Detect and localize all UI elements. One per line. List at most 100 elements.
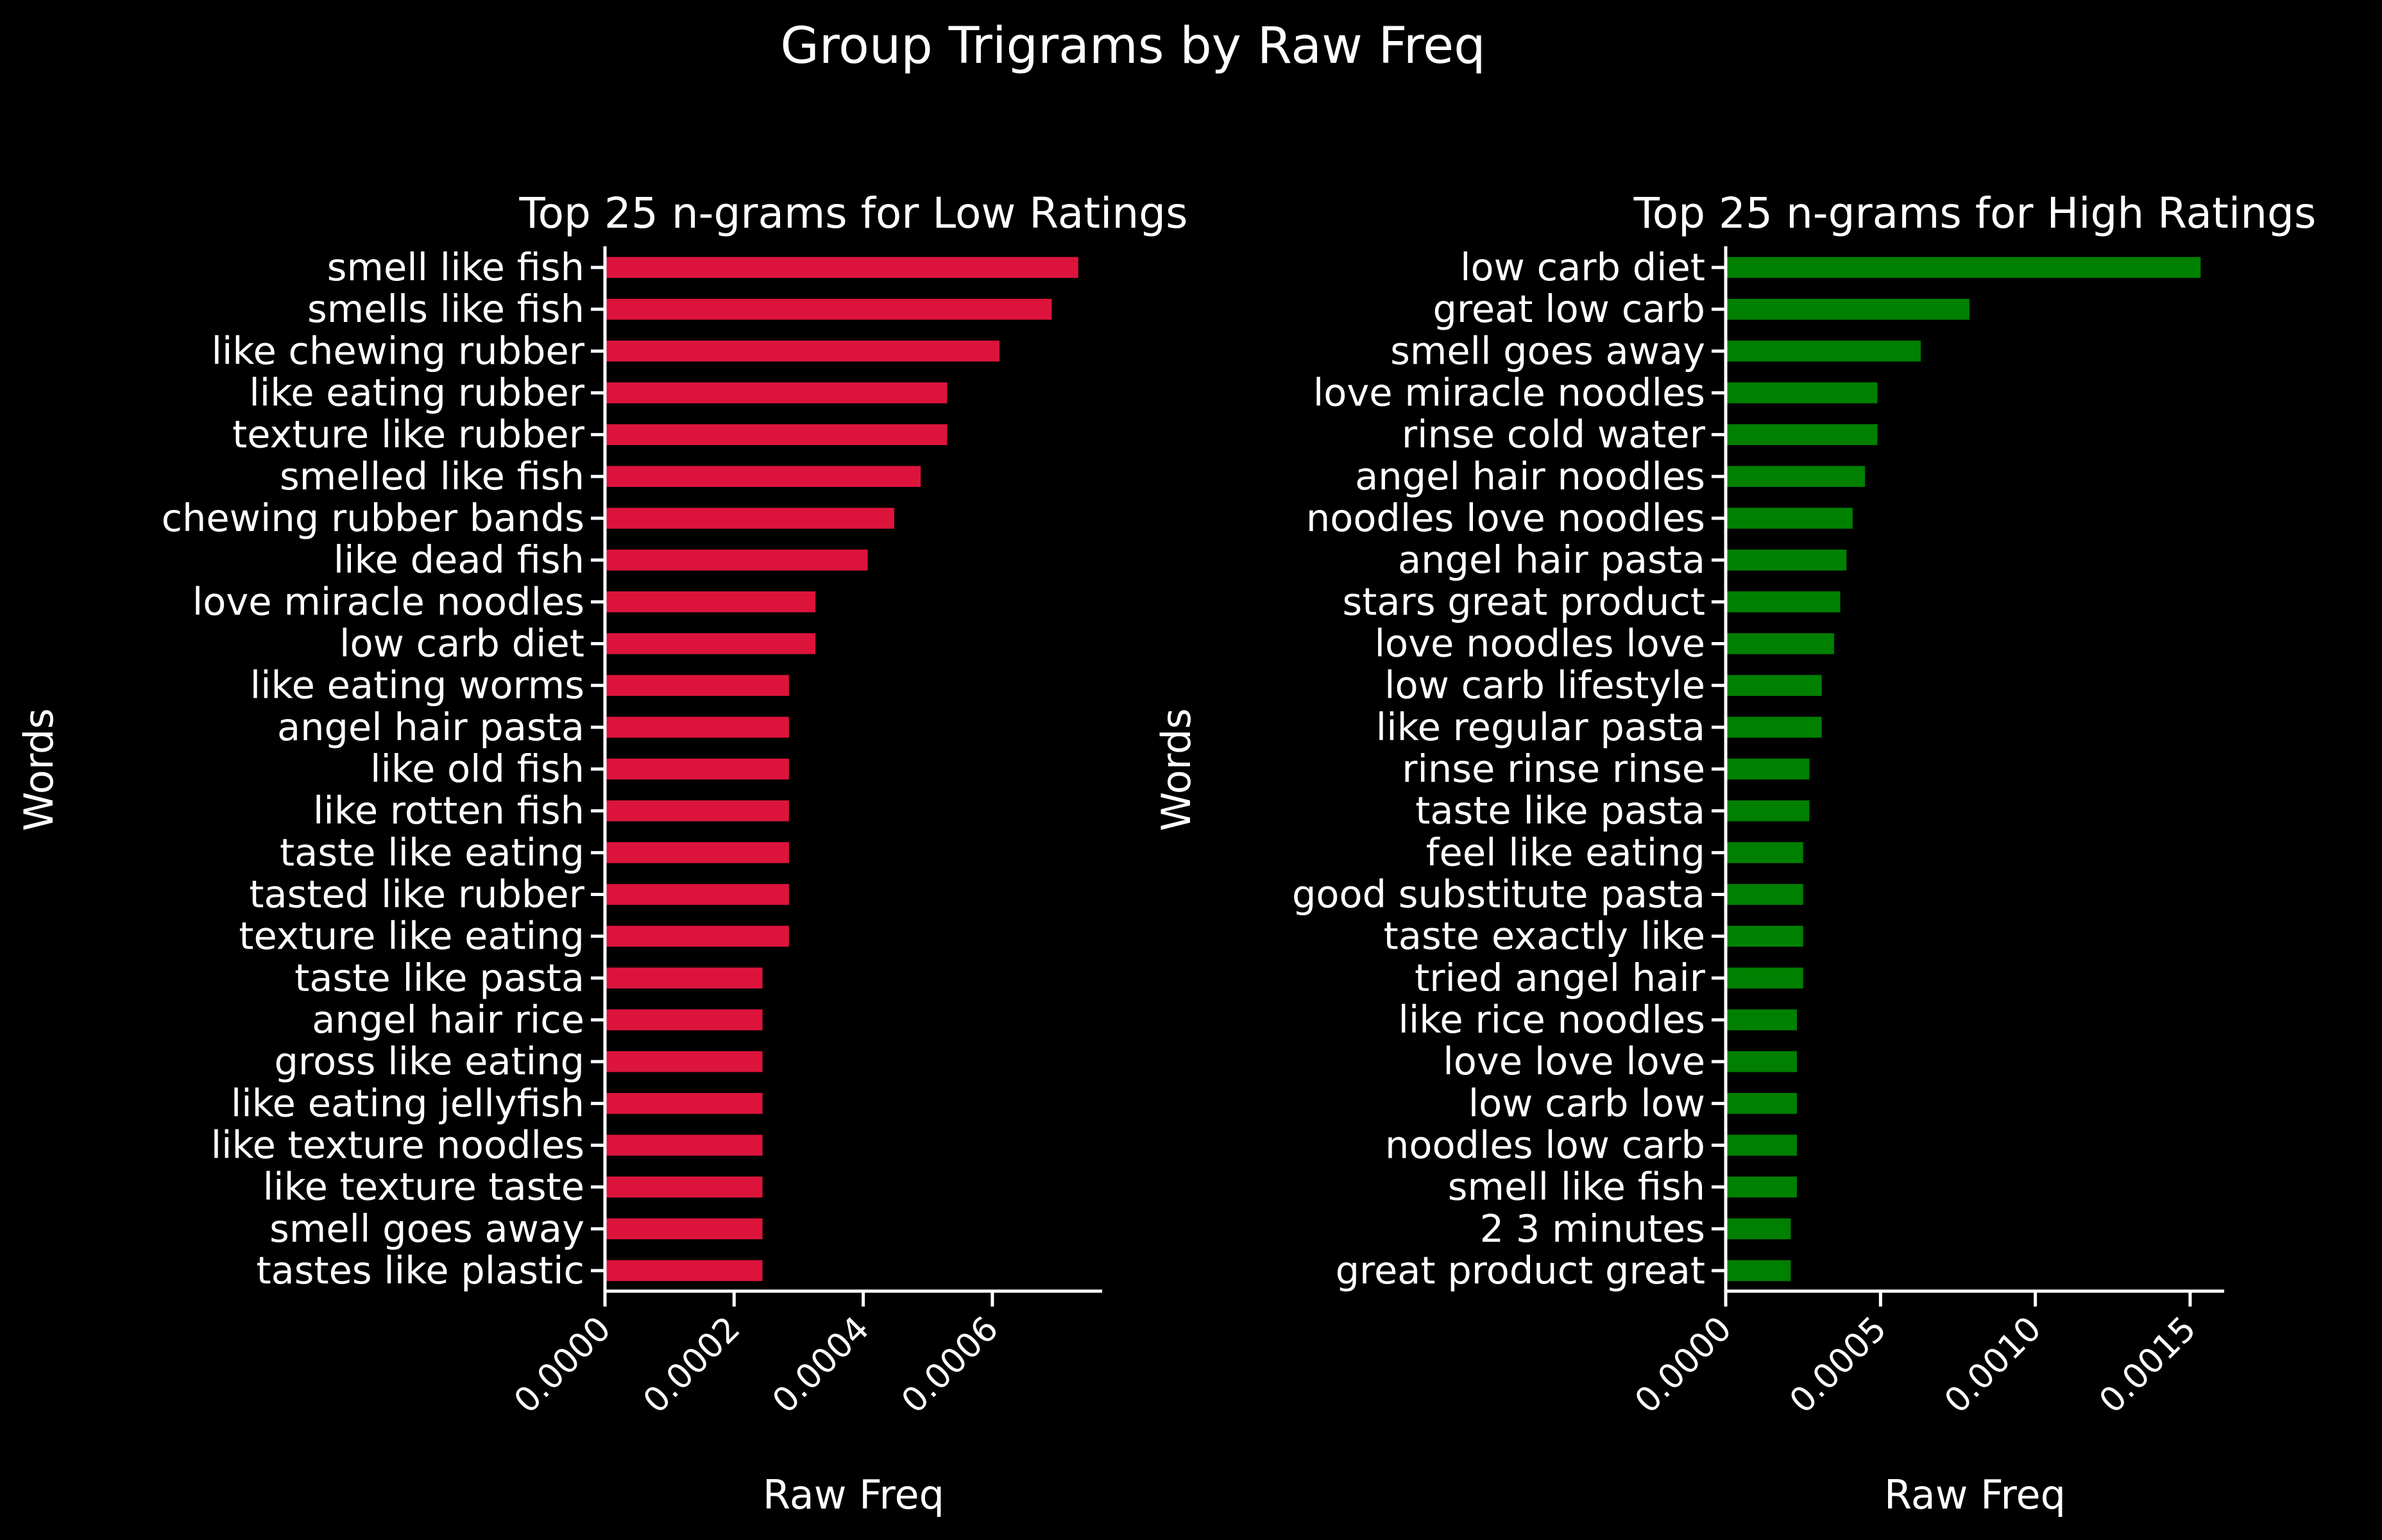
category-label-low: taste like eating (280, 830, 584, 874)
bar-high (1726, 591, 1841, 613)
category-label-high: like regular pasta (1376, 705, 1705, 749)
bar-high (1726, 466, 1866, 487)
category-label-low: gross like eating (275, 1039, 584, 1083)
bar-low (605, 884, 789, 905)
bar-low (605, 633, 816, 654)
category-label-high: noodles love noodles (1306, 496, 1705, 540)
category-label-low: love miracle noodles (192, 579, 584, 623)
bar-high (1726, 1051, 1797, 1072)
category-label-low: like rotten fish (313, 788, 584, 833)
bar-high (1726, 1093, 1797, 1114)
category-label-low: like chewing rubber (212, 328, 585, 373)
category-label-low: like eating worms (250, 663, 584, 707)
bar-low (605, 842, 789, 863)
bar-low (605, 1009, 763, 1031)
category-label-high: low carb diet (1460, 245, 1705, 289)
category-label-high: great low carb (1433, 287, 1705, 331)
bar-high (1726, 800, 1810, 822)
category-label-low: texture like rubber (232, 412, 585, 457)
bar-low (605, 1176, 763, 1197)
bar-high (1726, 507, 1853, 529)
category-label-high: low carb low (1468, 1081, 1705, 1125)
category-label-low: like texture noodles (211, 1123, 584, 1167)
bar-high (1726, 633, 1834, 654)
bar-high (1726, 716, 1822, 738)
category-label-low: like old fish (370, 747, 584, 791)
category-label-high: smell like fish (1448, 1165, 1705, 1209)
bar-low (605, 1093, 763, 1114)
bar-high (1726, 257, 2201, 278)
category-label-high: 2 3 minutes (1480, 1206, 1705, 1251)
category-label-low: chewing rubber bands (162, 496, 584, 540)
category-label-high: good substitute pasta (1292, 872, 1705, 917)
category-label-high: love love love (1443, 1039, 1705, 1083)
category-label-high: angel hair pasta (1398, 537, 1705, 582)
category-label-high: great product great (1336, 1248, 1705, 1292)
bar-low (605, 382, 948, 403)
panels: Top 25 n-grams for Low Ratings smell like… (15, 189, 2316, 1518)
category-label-high: tried angel hair (1415, 956, 1706, 1000)
category-label-high: angel hair noodles (1355, 454, 1705, 498)
bar-low (605, 507, 894, 529)
y-axis-label-low: Words (15, 708, 62, 831)
bar-high (1726, 549, 1847, 571)
category-label-high: taste like pasta (1415, 788, 1705, 833)
bar-low (605, 675, 789, 696)
bar-high (1726, 424, 1878, 445)
bar-low (605, 1135, 763, 1156)
bar-low (605, 1051, 763, 1072)
bar-low (605, 257, 1078, 278)
y-axis-label-high: Words (1153, 708, 1200, 831)
bar-high (1726, 758, 1810, 780)
bar-low (605, 341, 1000, 362)
category-label-low: smelled like fish (280, 454, 584, 498)
bar-high (1726, 298, 1969, 320)
category-label-high: love noodles love (1375, 622, 1705, 666)
category-label-low: smells like fish (307, 287, 584, 331)
category-label-high: taste exactly like (1384, 914, 1705, 958)
category-label-low: tastes like plastic (256, 1248, 584, 1292)
bar-high (1726, 341, 1921, 362)
category-label-high: rinse rinse rinse (1402, 747, 1705, 791)
category-label-high: feel like eating (1426, 830, 1705, 874)
category-label-high: like rice noodles (1398, 997, 1705, 1042)
bar-low (605, 424, 948, 445)
category-label-high: smell goes away (1390, 328, 1705, 373)
axes-title-high: Top 25 n-grams for High Ratings (1633, 189, 2317, 238)
bar-low (605, 298, 1052, 320)
category-label-low: tasted like rubber (249, 872, 584, 917)
bar-low (605, 466, 921, 487)
category-label-low: texture like eating (239, 914, 584, 958)
category-label-high: low carb lifestyle (1384, 663, 1705, 707)
bar-low (605, 926, 789, 947)
category-label-low: angel hair pasta (277, 705, 584, 749)
bar-low (605, 1260, 763, 1282)
x-axis-label-high: Raw Freq (1884, 1471, 2066, 1518)
bar-high (1726, 1176, 1797, 1197)
figure-suptitle: Group Trigrams by Raw Freq (780, 17, 1485, 75)
bar-low (605, 591, 816, 613)
category-label-low: like texture taste (263, 1165, 584, 1209)
category-label-low: angel hair rice (312, 997, 584, 1042)
category-label-low: like eating rubber (249, 371, 584, 415)
panel-low: Top 25 n-grams for Low Ratings smell like… (15, 189, 1187, 1518)
bar-high (1726, 1009, 1797, 1031)
bar-low (605, 758, 789, 780)
category-label-high: noodles low carb (1385, 1123, 1705, 1167)
bar-low (605, 549, 868, 571)
bar-high (1726, 967, 1803, 989)
bar-low (605, 800, 789, 822)
bar-high (1726, 382, 1878, 403)
bar-high (1726, 842, 1803, 863)
bar-high (1726, 884, 1803, 905)
bar-low (605, 1218, 763, 1240)
bar-high (1726, 1135, 1797, 1156)
category-label-high: stars great product (1343, 579, 1705, 623)
category-label-low: smell like fish (327, 245, 584, 289)
bar-high (1726, 1260, 1791, 1282)
bar-high (1726, 1218, 1791, 1240)
bar-high (1726, 675, 1822, 696)
category-label-high: love miracle noodles (1313, 371, 1705, 415)
axes-title-low: Top 25 n-grams for Low Ratings (519, 189, 1188, 238)
